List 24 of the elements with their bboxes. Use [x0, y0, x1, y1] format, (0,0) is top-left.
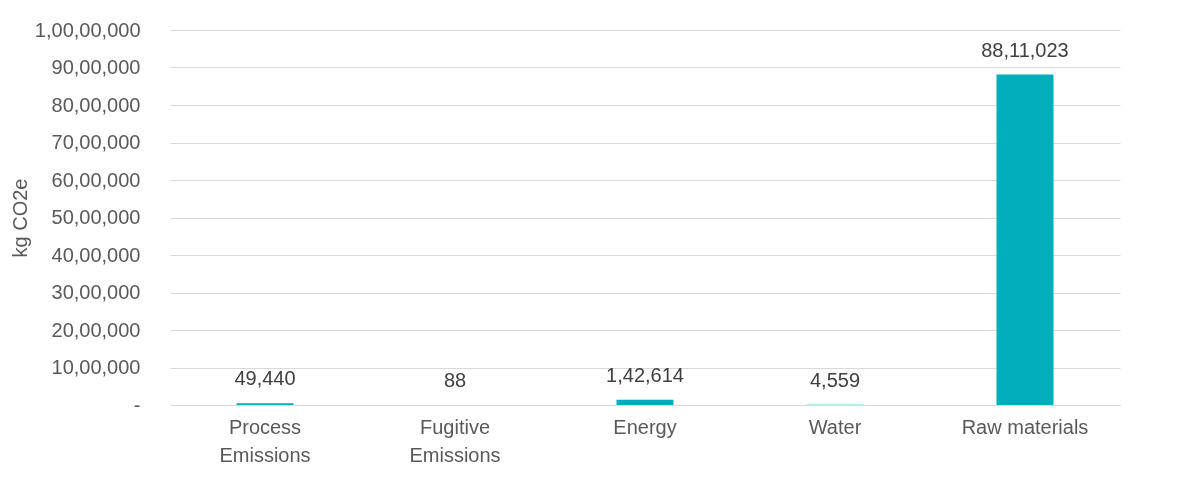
- bar: [996, 74, 1054, 405]
- x-tick-label: Fugitive Emissions: [409, 415, 501, 466]
- y-axis-title: kg CO2e: [8, 178, 31, 258]
- data-label: 49,440: [234, 367, 296, 390]
- y-tick-label: 20,00,000: [51, 318, 141, 341]
- x-tick-label: Energy: [613, 415, 677, 438]
- y-tick-label: -: [133, 393, 141, 416]
- x-tick-label: Water: [808, 415, 862, 438]
- y-tick-label: 10,00,000: [51, 356, 141, 378]
- y-tick-label: 30,00,000: [51, 281, 141, 303]
- y-tick-label: 50,00,000: [51, 206, 141, 228]
- bar: [616, 399, 674, 405]
- x-tick-label: Raw materials: [961, 415, 1089, 438]
- y-tick-label: 1,00,00,000: [34, 18, 141, 41]
- data-label: 88,11,023: [981, 38, 1069, 61]
- y-tick-label: 80,00,000: [51, 93, 141, 116]
- y-tick-label: 70,00,000: [51, 131, 141, 153]
- x-tick-label: Process Emissions: [219, 415, 311, 466]
- data-label: 88: [443, 369, 467, 391]
- y-tick-label: 40,00,000: [51, 243, 141, 266]
- data-label: 4,559: [809, 368, 861, 391]
- data-label: 1,42,614: [606, 363, 684, 386]
- y-tick-label: 60,00,000: [51, 168, 141, 191]
- y-tick-label: 90,00,000: [51, 56, 141, 78]
